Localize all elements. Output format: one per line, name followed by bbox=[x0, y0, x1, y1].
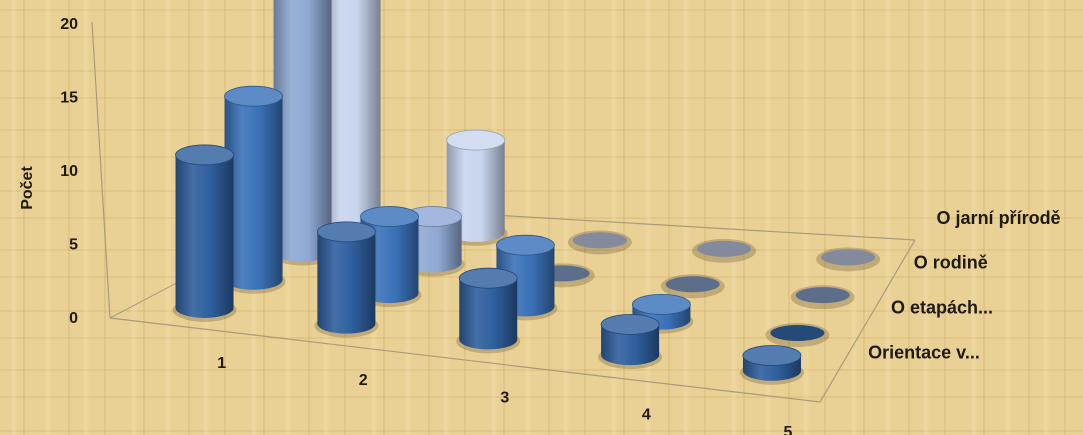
cylinder-bar bbox=[456, 267, 521, 354]
series-label: Orientace v... bbox=[868, 342, 980, 362]
bar-top bbox=[458, 267, 518, 289]
cylinder-bar bbox=[816, 247, 881, 272]
cylinder-bar bbox=[660, 274, 725, 299]
floor-front-edges bbox=[109, 239, 916, 403]
bar-body bbox=[601, 324, 660, 366]
bar-disc bbox=[572, 232, 627, 249]
bar-body bbox=[224, 96, 283, 290]
cylinder-bar bbox=[567, 230, 632, 255]
bar-disc bbox=[665, 276, 720, 293]
x-tick-label: 2 bbox=[359, 372, 368, 389]
y-axis-title: Počet bbox=[19, 166, 36, 210]
cylinder-bar bbox=[172, 144, 237, 322]
x-tick-label: 5 bbox=[783, 424, 792, 435]
bar-body bbox=[322, 0, 381, 234]
y-tick-label: 5 bbox=[69, 237, 78, 254]
bar-body bbox=[273, 0, 332, 262]
bar-disc bbox=[795, 287, 850, 304]
cylinder-bar bbox=[765, 322, 830, 347]
bar-top bbox=[742, 345, 802, 366]
bar-top bbox=[175, 144, 234, 166]
bar-disc bbox=[821, 249, 876, 266]
x-tick-label: 3 bbox=[500, 389, 509, 406]
y-axis-line bbox=[91, 21, 111, 319]
cylinder-bar bbox=[739, 345, 804, 385]
bar-body bbox=[317, 231, 376, 334]
cylinder-bar bbox=[691, 238, 756, 263]
y-tick-label: 10 bbox=[60, 163, 78, 180]
bar-top bbox=[600, 314, 660, 335]
y-tick-label: 20 bbox=[60, 16, 78, 33]
bar-top bbox=[632, 293, 691, 315]
bar-disc bbox=[770, 324, 825, 341]
bar-body bbox=[175, 154, 234, 318]
plot-layer bbox=[91, 0, 916, 403]
x-tick-label: 1 bbox=[217, 355, 226, 372]
series-label: O rodině bbox=[914, 253, 988, 273]
label-layer: Počet 0 5 10 15 20 1 2 3 4 5 Orientace v... O etapá… bbox=[19, 16, 1061, 435]
bar-top bbox=[224, 85, 283, 107]
series-label: O jarní přírodě bbox=[937, 208, 1061, 228]
cylinder-bar bbox=[598, 314, 663, 370]
cylinder-bar bbox=[790, 285, 855, 310]
series-label: O etapách... bbox=[891, 298, 993, 318]
y-tick-label: 0 bbox=[69, 310, 78, 327]
bar-top bbox=[360, 206, 419, 227]
y-tick-label: 15 bbox=[60, 90, 78, 107]
bar-disc bbox=[696, 240, 751, 257]
cylinder-bar bbox=[221, 85, 286, 294]
x-tick-label: 4 bbox=[642, 407, 651, 424]
bar-body bbox=[459, 278, 518, 350]
bar-top bbox=[496, 234, 555, 256]
bar-top bbox=[446, 129, 506, 151]
bar-top bbox=[316, 221, 376, 243]
cylinder-bar bbox=[314, 221, 379, 338]
